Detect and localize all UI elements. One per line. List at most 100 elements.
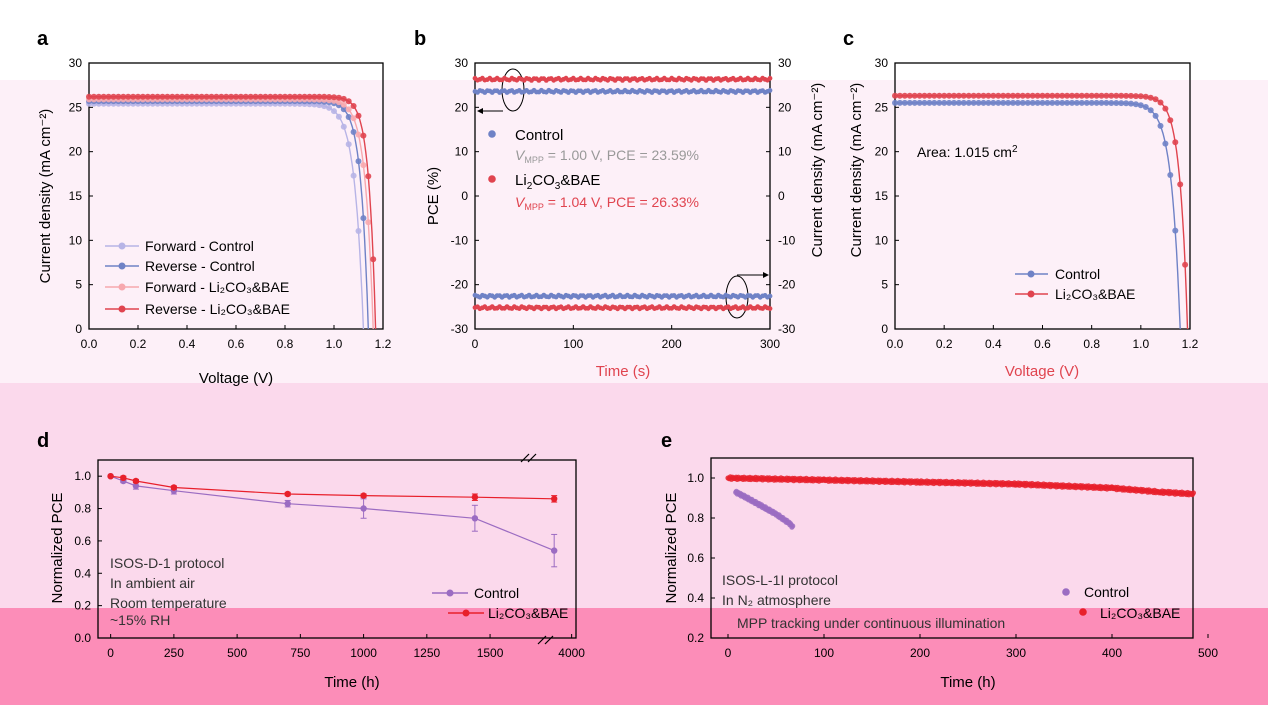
panel-d-note-3: ~15% RH <box>110 612 170 628</box>
panel-a-point-0 <box>355 228 362 234</box>
panel-c-point-1 <box>970 92 977 99</box>
panel-c-point-1 <box>1078 92 1085 99</box>
panel-b-right-ytick-label-2: -10 <box>778 233 796 247</box>
panel-e-xtick-label-0: 0 <box>725 646 732 660</box>
panel-a-xtick-label-5: 1.0 <box>326 337 343 351</box>
panel-c-point-0 <box>941 99 948 106</box>
panel-c-point-0 <box>1142 104 1149 110</box>
panel-a-point-3 <box>286 93 293 100</box>
panel-c-point-0 <box>1128 100 1134 107</box>
legend-forward-treated: Forward - Li₂CO₃&BAE <box>145 279 289 295</box>
panel-b-xtick-label-3: 300 <box>760 337 780 351</box>
legend-forward-control: Forward - Control <box>145 238 254 254</box>
panel-c-point-0 <box>1039 99 1046 106</box>
panel-a-xlabel: Voltage (V) <box>199 370 273 387</box>
panel-c-point-1 <box>911 92 918 99</box>
panel-d-notes: ISOS-D-1 protocol In ambient air Room te… <box>110 555 227 628</box>
panel-c-point-1 <box>1059 92 1066 99</box>
panel-a-ylabel: Current density (mA cm⁻²) <box>37 109 54 284</box>
panel-c-xlabel: Voltage (V) <box>1005 363 1079 380</box>
panel-e-ytick-label-1: 0.4 <box>687 591 704 605</box>
panel-a-point-3 <box>262 93 269 100</box>
panel-e-note-0: ISOS-L-1I protocol <box>722 572 838 588</box>
panel-c-point-1 <box>1103 92 1110 99</box>
panel-c-point-0 <box>1172 227 1179 234</box>
legend-reverse-control: Reverse - Control <box>145 258 255 274</box>
panel-c-point-0 <box>1069 99 1075 106</box>
panel-c-point-0 <box>970 99 977 106</box>
panel-c-point-0 <box>931 99 938 106</box>
panel-e-point-0 <box>790 523 796 529</box>
panel-b-series-2 <box>472 292 773 300</box>
panel-a-point-3 <box>120 93 127 100</box>
panel-d-ytick-label-2: 0.4 <box>74 566 91 580</box>
panel-a-ytick-label-6: 30 <box>69 56 83 70</box>
panel-b-ytick-label-1: -20 <box>451 278 469 292</box>
panel-c-ytick-label-4: 20 <box>875 145 889 159</box>
panel-a-point-0 <box>321 103 328 110</box>
panel-d-xtick-label-5: 1250 <box>413 646 440 660</box>
panel-a-point-3 <box>272 93 279 100</box>
panel-c-point-1 <box>1014 92 1021 99</box>
panel-c-point-1 <box>951 92 957 99</box>
panel-a-point-3 <box>306 93 313 100</box>
panel-c-point-0 <box>951 99 957 106</box>
panel-c-point-1 <box>1010 92 1016 99</box>
legend-e-treated: Li₂CO₃&BAE <box>1100 605 1180 621</box>
panel-a-point-3 <box>139 93 146 100</box>
panel-a-point-3 <box>277 93 284 100</box>
panel-e-series-1 <box>725 474 1196 498</box>
panel-c-point-0 <box>1064 99 1071 106</box>
panel-a-point-3 <box>188 93 195 100</box>
panel-b-ytick-label-3: 0 <box>461 189 468 203</box>
panel-c-point-1 <box>896 92 903 99</box>
panel-c-point-0 <box>926 99 933 106</box>
panel-c-point-1 <box>1093 92 1100 99</box>
panel-e-ytick-label-0: 0.2 <box>687 631 704 645</box>
panel-d-frame <box>97 459 577 639</box>
panel-c-point-1 <box>1132 93 1139 100</box>
panel-d-point-0 <box>360 505 367 512</box>
panel-c-point-1 <box>1137 93 1144 100</box>
panel-a-point-0 <box>335 113 342 120</box>
panel-d-point-1 <box>551 495 558 502</box>
panel-d-note-2: Room temperature <box>110 595 227 611</box>
panel-c-xtick-label-4: 0.8 <box>1083 337 1100 351</box>
panel-e-xtick-label-4: 400 <box>1102 646 1122 660</box>
panel-d-point-0 <box>132 482 140 490</box>
legend-c-control: Control <box>1055 266 1100 282</box>
panel-c-point-1 <box>1113 92 1120 99</box>
panel-a-ytick-label-5: 25 <box>69 100 83 114</box>
panel-e-notes: ISOS-L-1I protocol In N₂ atmosphere MPP … <box>722 572 1005 631</box>
panel-c-ytick-label-6: 30 <box>875 56 889 70</box>
panel-c-point-1 <box>1157 99 1164 106</box>
panel-a-point-3 <box>340 95 347 102</box>
panel-c-point-1 <box>1177 181 1184 188</box>
panel-d-ylabel: Normalized PCE <box>49 493 66 604</box>
panel-a-point-3 <box>316 93 323 100</box>
panel-c-point-0 <box>955 99 962 106</box>
panel-c-point-1 <box>1123 92 1130 99</box>
panel-a-point-3 <box>90 93 97 100</box>
panel-a-point-3 <box>100 93 107 100</box>
panel-b-arrow-right-head <box>763 272 769 278</box>
panel-a-xtick-label-4: 0.8 <box>277 337 294 351</box>
panel-e-ylabel: Normalized PCE <box>663 493 680 604</box>
panel-d-point-1 <box>471 494 479 501</box>
panel-b-arrow-left-head <box>477 108 483 114</box>
panel-d-point-1 <box>120 474 127 481</box>
panel-c-point-0 <box>892 99 898 106</box>
panel-a-point-2 <box>355 131 362 138</box>
panel-c-point-1 <box>1024 92 1031 99</box>
panel-c-point-1 <box>1064 92 1071 99</box>
panel-d-point-0 <box>284 500 291 507</box>
panel-a-point-3 <box>321 93 328 100</box>
panel-b-right-ytick-label-3: 0 <box>778 189 785 203</box>
panel-c-point-0 <box>965 99 972 106</box>
panel-c-point-1 <box>1098 92 1105 99</box>
panel-a-point-3 <box>247 93 254 100</box>
panel-c-ytick-label-1: 5 <box>881 278 888 292</box>
panel-b-right-ytick-label-5: 20 <box>778 100 792 114</box>
panel-c-point-0 <box>916 99 923 106</box>
panel-b-point-0 <box>767 88 773 93</box>
